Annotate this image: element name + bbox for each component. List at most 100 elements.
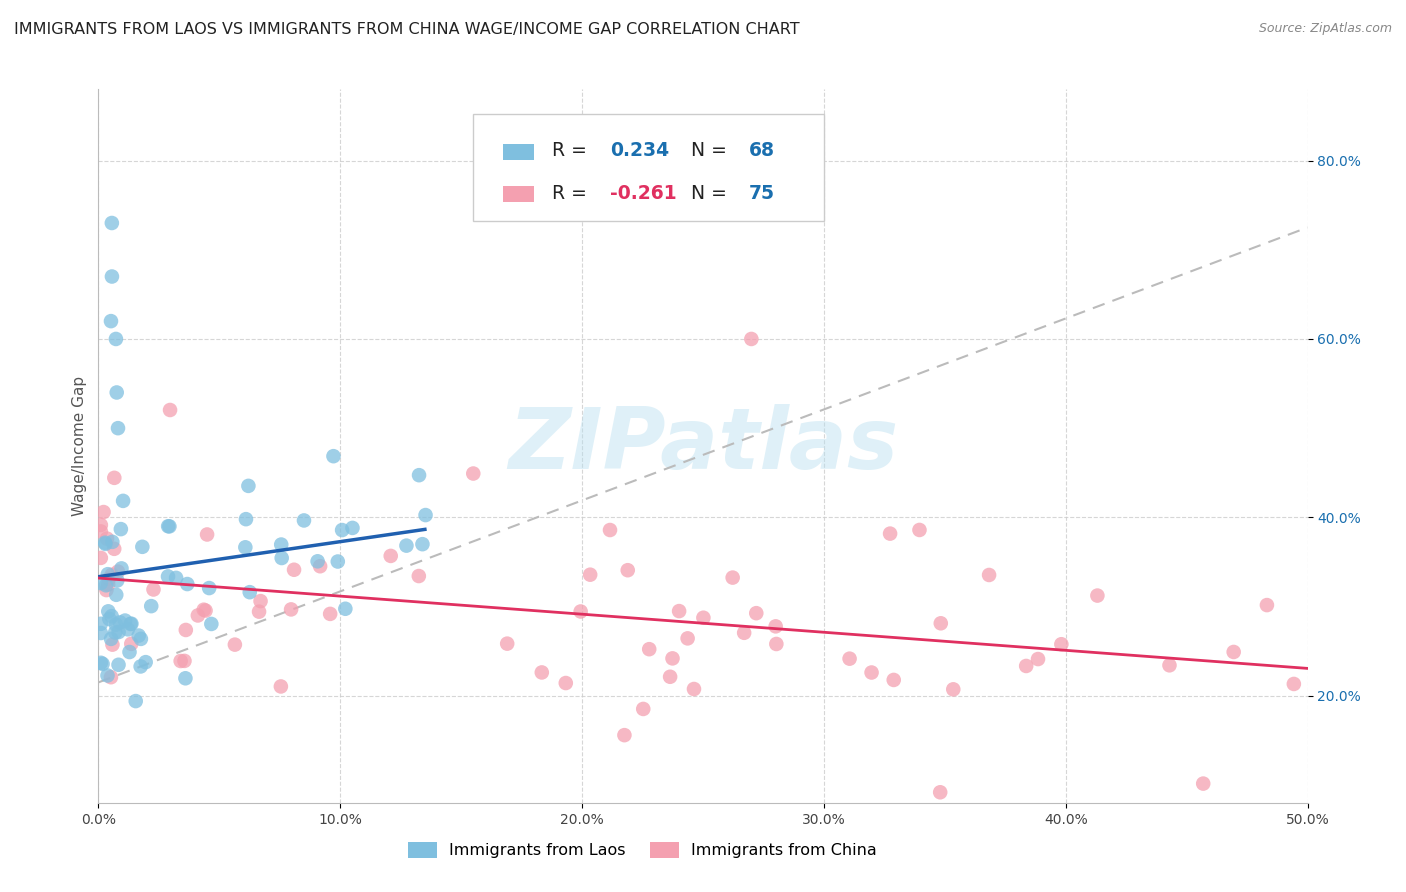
Point — [883, 673, 905, 687]
Point — [141, 599, 163, 614]
Point — [408, 468, 430, 483]
Point — [94, 578, 117, 592]
Point — [187, 608, 209, 623]
Point — [104, 625, 127, 640]
Text: R =: R = — [551, 142, 593, 161]
Point — [135, 655, 157, 669]
Point — [107, 421, 129, 435]
Point — [174, 671, 197, 685]
Text: Source: ZipAtlas.com: Source: ZipAtlas.com — [1258, 22, 1392, 36]
Point — [103, 471, 125, 485]
Point — [110, 522, 132, 536]
Point — [100, 314, 122, 328]
Point — [173, 654, 195, 668]
Point — [114, 614, 136, 628]
Point — [110, 561, 132, 575]
Point — [118, 645, 141, 659]
Point — [94, 537, 117, 551]
Point — [174, 623, 197, 637]
Point — [335, 601, 357, 615]
Point — [200, 617, 222, 632]
Text: N =: N = — [679, 184, 733, 203]
Point — [676, 632, 699, 646]
Point — [94, 535, 117, 549]
Point — [496, 637, 519, 651]
Point — [683, 681, 706, 696]
Text: IMMIGRANTS FROM LAOS VS IMMIGRANTS FROM CHINA WAGE/INCOME GAP CORRELATION CHART: IMMIGRANTS FROM LAOS VS IMMIGRANTS FROM … — [14, 22, 800, 37]
Text: R =: R = — [551, 184, 593, 203]
Point — [668, 604, 690, 618]
Point — [692, 611, 714, 625]
Point — [307, 554, 329, 568]
Point — [463, 467, 485, 481]
Point — [270, 537, 292, 551]
Point — [104, 617, 127, 632]
Point — [97, 572, 120, 586]
Point — [411, 537, 433, 551]
Point — [249, 594, 271, 608]
Point — [1050, 637, 1073, 651]
Point — [1282, 677, 1305, 691]
Point — [107, 625, 129, 640]
Text: 75: 75 — [749, 184, 775, 203]
Point — [235, 512, 257, 526]
Point — [765, 619, 787, 633]
Point — [90, 656, 112, 670]
Point — [105, 385, 128, 400]
Point — [599, 523, 621, 537]
Point — [319, 607, 342, 621]
Point — [1087, 589, 1109, 603]
Point — [280, 602, 302, 616]
Point — [90, 616, 112, 631]
FancyBboxPatch shape — [503, 186, 534, 202]
Point — [104, 332, 127, 346]
Point — [107, 657, 129, 672]
Point — [283, 563, 305, 577]
Point — [107, 565, 129, 579]
Point — [128, 629, 150, 643]
Point — [169, 654, 191, 668]
Point — [395, 539, 418, 553]
Point — [96, 532, 118, 546]
Point — [125, 694, 148, 708]
Point — [616, 563, 638, 577]
Point — [90, 576, 112, 591]
Point — [942, 682, 965, 697]
Point — [96, 668, 118, 682]
FancyBboxPatch shape — [503, 144, 534, 160]
Point — [879, 526, 901, 541]
Point — [929, 785, 952, 799]
Point — [108, 615, 131, 630]
Point — [330, 523, 353, 537]
Point — [159, 519, 181, 533]
Point — [247, 605, 270, 619]
Point — [117, 623, 139, 637]
Point — [193, 603, 215, 617]
Point — [613, 728, 636, 742]
Point — [96, 583, 118, 598]
Text: ZIPatlas: ZIPatlas — [508, 404, 898, 488]
Text: 0.234: 0.234 — [610, 142, 669, 161]
Point — [120, 637, 142, 651]
Point — [1026, 652, 1049, 666]
Point — [157, 519, 180, 533]
Point — [90, 518, 112, 533]
Point — [238, 479, 260, 493]
Point — [157, 569, 180, 583]
Text: 68: 68 — [749, 142, 775, 161]
Point — [838, 651, 860, 665]
FancyBboxPatch shape — [474, 114, 824, 221]
Point — [292, 513, 315, 527]
Point — [530, 665, 553, 680]
Point — [415, 508, 437, 522]
Point — [120, 616, 142, 631]
Point — [569, 605, 592, 619]
Point — [860, 665, 883, 680]
Legend: Immigrants from Laos, Immigrants from China: Immigrants from Laos, Immigrants from Ch… — [399, 834, 886, 866]
Point — [176, 577, 198, 591]
Point — [100, 609, 122, 624]
Point — [322, 449, 344, 463]
Point — [120, 617, 142, 632]
Point — [194, 603, 217, 617]
Point — [408, 569, 430, 583]
